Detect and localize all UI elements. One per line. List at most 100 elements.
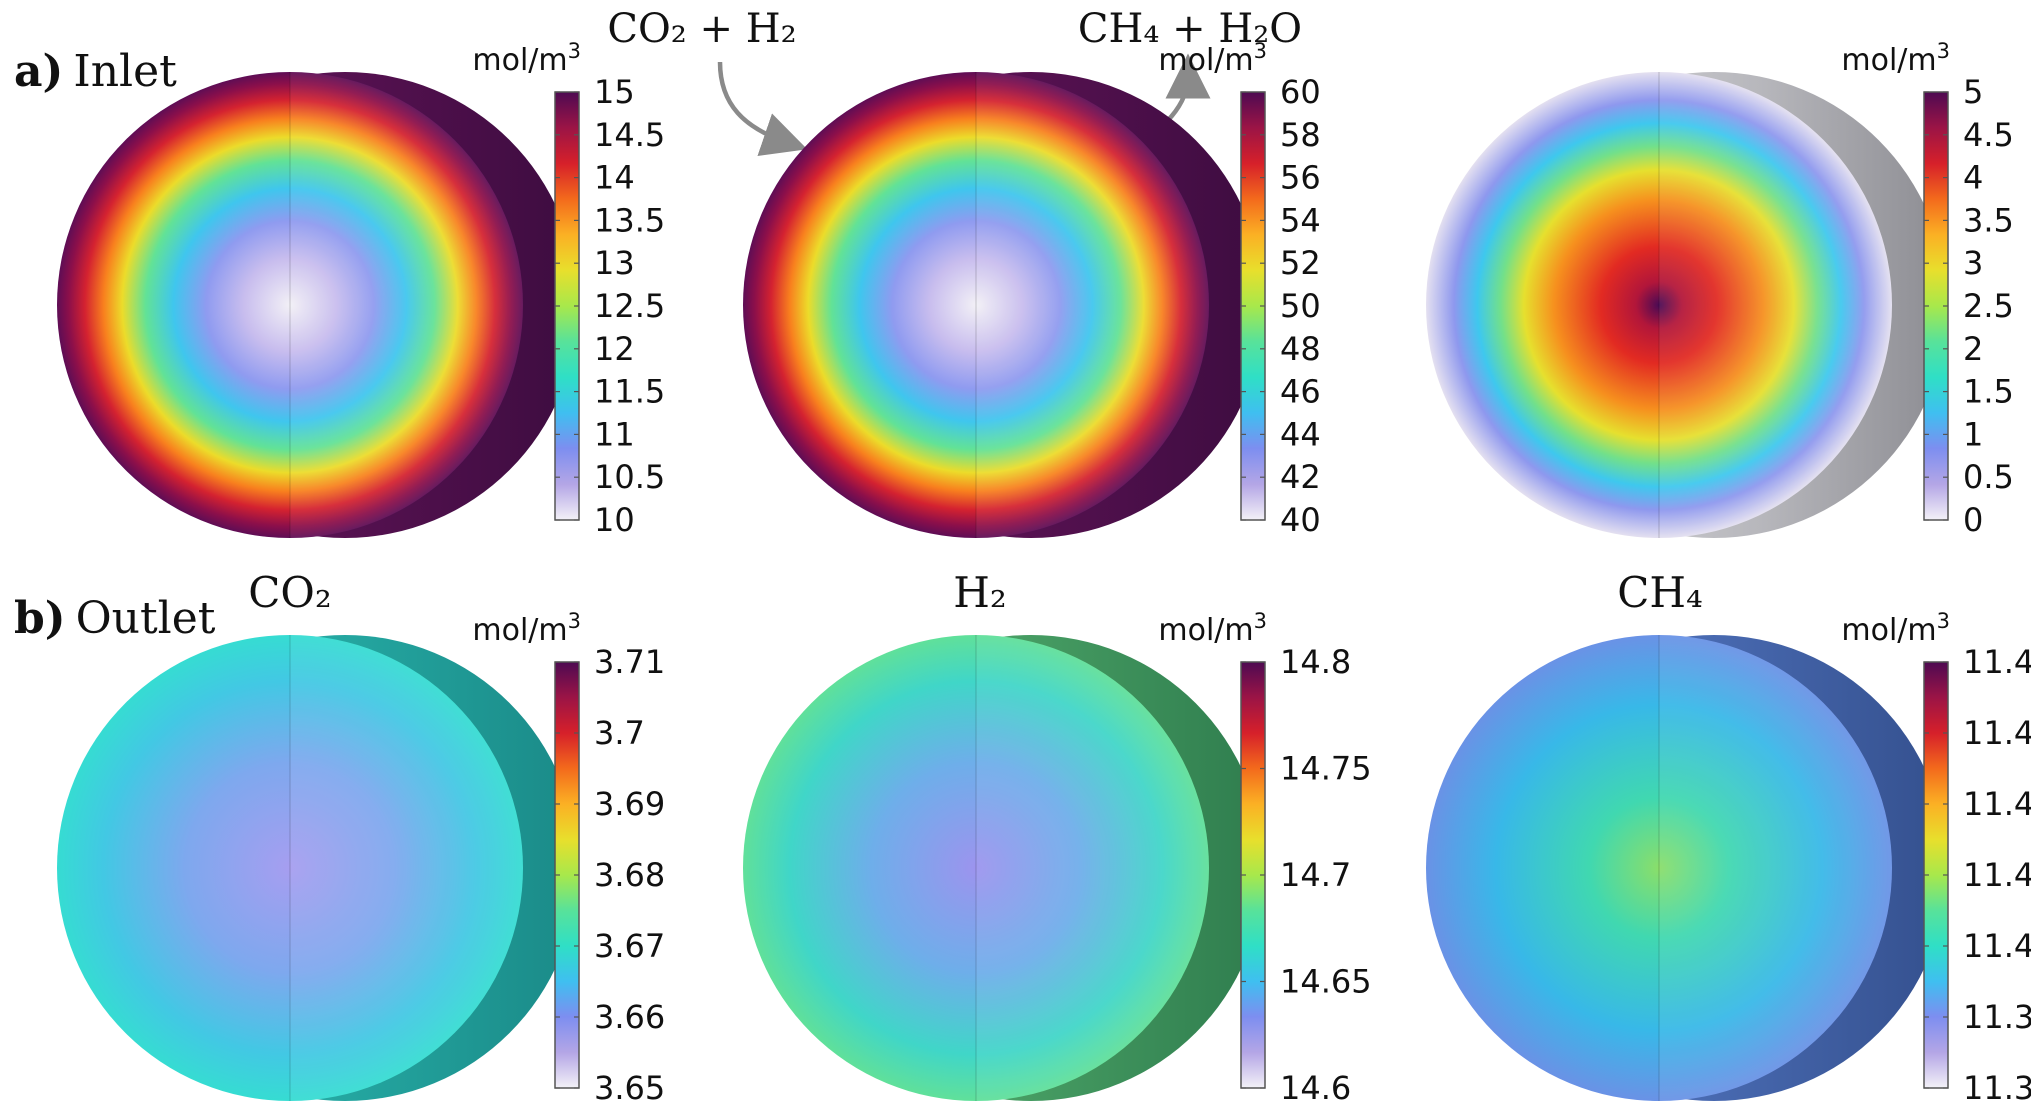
colorbar-unit: mol/m3 [1158,609,1267,648]
colorbar-tick-label: 13.5 [594,201,665,239]
colorbar-tick-label: 56 [1280,159,1321,197]
colorbar-tick-label: 14.65 [1280,963,1372,1001]
panel-outlet-h2: mol/m3 14.8 14.75 14.7 14.65 14.6 [743,609,1372,1107]
species-label-ch4: CH₄ [1617,568,1703,617]
arrow-in-icon [717,61,808,157]
colorbar-tick-label: 14.6 [1280,1069,1351,1107]
panel-outlet-ch4: mol/m3 11.44 11.43 11.42 11.41 11.4 11.39 11.38 [1426,609,2031,1107]
unit-base: mol/m [1158,43,1253,78]
colorbar-tick-label: 14.5 [594,116,665,154]
sphere-shade [290,72,523,538]
colorbar-tick-label: 3.7 [594,714,645,752]
colorbar-unit: mol/m3 [472,39,581,78]
colorbar-tick-label: 52 [1280,244,1321,282]
row-title-inlet: Inlet [73,46,177,97]
colorbar-tick-label: 14 [594,159,635,197]
panel-outlet-co2: mol/m3 3.71 3.7 3.69 3.68 3.67 3.66 3.65 [57,609,665,1107]
colorbar-tick-label: 12.5 [594,287,665,325]
panel-grid: mol/m31514.51413.51312.51211.51110.510mo… [57,39,2031,1107]
colorbar-tick-label: 11.4 [1963,927,2031,965]
sphere-face [1426,635,1892,1101]
unit-exponent: 3 [568,609,581,633]
colorbar-tick-label: 11.43 [1963,714,2031,752]
unit-base: mol/m [1841,43,1936,78]
colorbar-tick-label: 11.5 [594,373,665,411]
colorbar-tick-label: 3.69 [594,785,665,823]
colorbar-tick-label: 1 [1963,415,1983,453]
colorbar-tick-label: 3 [1963,244,1983,282]
row-title-outlet: Outlet [76,593,216,644]
colorbar-tick-label: 5 [1963,73,1983,111]
colorbar-unit: mol/m3 [1158,39,1267,78]
colorbar-tick-label: 3.5 [1963,201,2014,239]
sphere-shade [290,635,523,1101]
panel-inlet-h2: mol/m3 60 58 56 54 52 50 48 46 44 42 40 [743,39,1321,539]
unit-exponent: 3 [568,39,581,63]
row-tag-outlet: b) [14,593,66,644]
colorbar-tick-label: 3.65 [594,1069,665,1107]
colorbar-tick-label: 0 [1963,501,1983,539]
colorbar-tick-label: 10.5 [594,458,665,496]
row-label-inlet: a) Inlet [14,46,177,97]
colorbar-tick-label: 3.71 [594,643,665,681]
unit-base: mol/m [1841,613,1936,648]
colorbar-tick-label: 11.42 [1963,785,2031,823]
colorbar-tick-label: 40 [1280,501,1321,539]
colorbar-tick-label: 60 [1280,73,1321,111]
sphere-face [743,635,1209,1101]
sphere-shade [976,72,1209,538]
sphere-shade [976,635,1209,1101]
species-label-co2: CO₂ [248,568,331,617]
sphere-face [57,72,523,538]
sphere-face [743,72,1209,538]
sphere-shade [1659,72,1892,538]
colorbar-tick-label: 58 [1280,116,1321,154]
colorbar-tick-label: 2 [1963,330,1983,368]
colorbar-tick-label: 11.44 [1963,643,2031,681]
row-tag-inlet: a) [14,46,63,97]
colorbar-tick-label: 50 [1280,287,1321,325]
colorbar-tick-label: 42 [1280,458,1321,496]
unit-base: mol/m [1158,613,1253,648]
colorbar-unit: mol/m3 [1841,609,1950,648]
colorbar-tick-label: 44 [1280,415,1321,453]
colorbar-tick-label: 3.67 [594,927,665,965]
colorbar-tick-label: 54 [1280,201,1321,239]
unit-base: mol/m [472,613,567,648]
sphere-shade [1659,635,1892,1101]
colorbar-unit: mol/m3 [472,609,581,648]
sphere-face [57,635,523,1101]
colorbar-tick-label: 14.7 [1280,856,1351,894]
unit-exponent: 3 [1937,39,1950,63]
species-label-h2: H₂ [953,568,1006,617]
colorbar-tick-label: 4 [1963,159,1983,197]
unit-base: mol/m [472,43,567,78]
unit-exponent: 3 [1937,609,1950,633]
colorbar-tick-label: 11.38 [1963,1069,2031,1107]
colorbar-tick-label: 11 [594,415,635,453]
colorbar-tick-label: 48 [1280,330,1321,368]
colorbar-tick-label: 12 [594,330,635,368]
colorbar-tick-label: 3.68 [594,856,665,894]
colorbar-tick-label: 15 [594,73,635,111]
sphere-face [1426,72,1892,538]
colorbar-tick-label: 2.5 [1963,287,2014,325]
colorbar-tick-label: 3.66 [594,998,665,1036]
colorbar-tick-label: 10 [594,501,635,539]
colorbar-tick-label: 14.8 [1280,643,1351,681]
unit-exponent: 3 [1254,39,1267,63]
colorbar-unit: mol/m3 [1841,39,1950,78]
colorbar-tick-label: 11.41 [1963,856,2031,894]
panel-inlet-co2: mol/m3 15 14.5 14 13.5 13 12.5 12 11.5 11 10.5 10 [57,39,665,539]
reactants-label: CO₂ + H₂ [607,6,796,52]
colorbar-tick-label: 13 [594,244,635,282]
colorbar-tick-label: 46 [1280,373,1321,411]
row-label-outlet: b) Outlet [14,593,216,644]
colorbar-tick-label: 11.39 [1963,998,2031,1036]
colorbar-tick-label: 14.75 [1280,750,1372,788]
colorbar-tick-label: 4.5 [1963,116,2014,154]
colorbar-tick-label: 0.5 [1963,458,2014,496]
colorbar-tick-label: 1.5 [1963,373,2014,411]
